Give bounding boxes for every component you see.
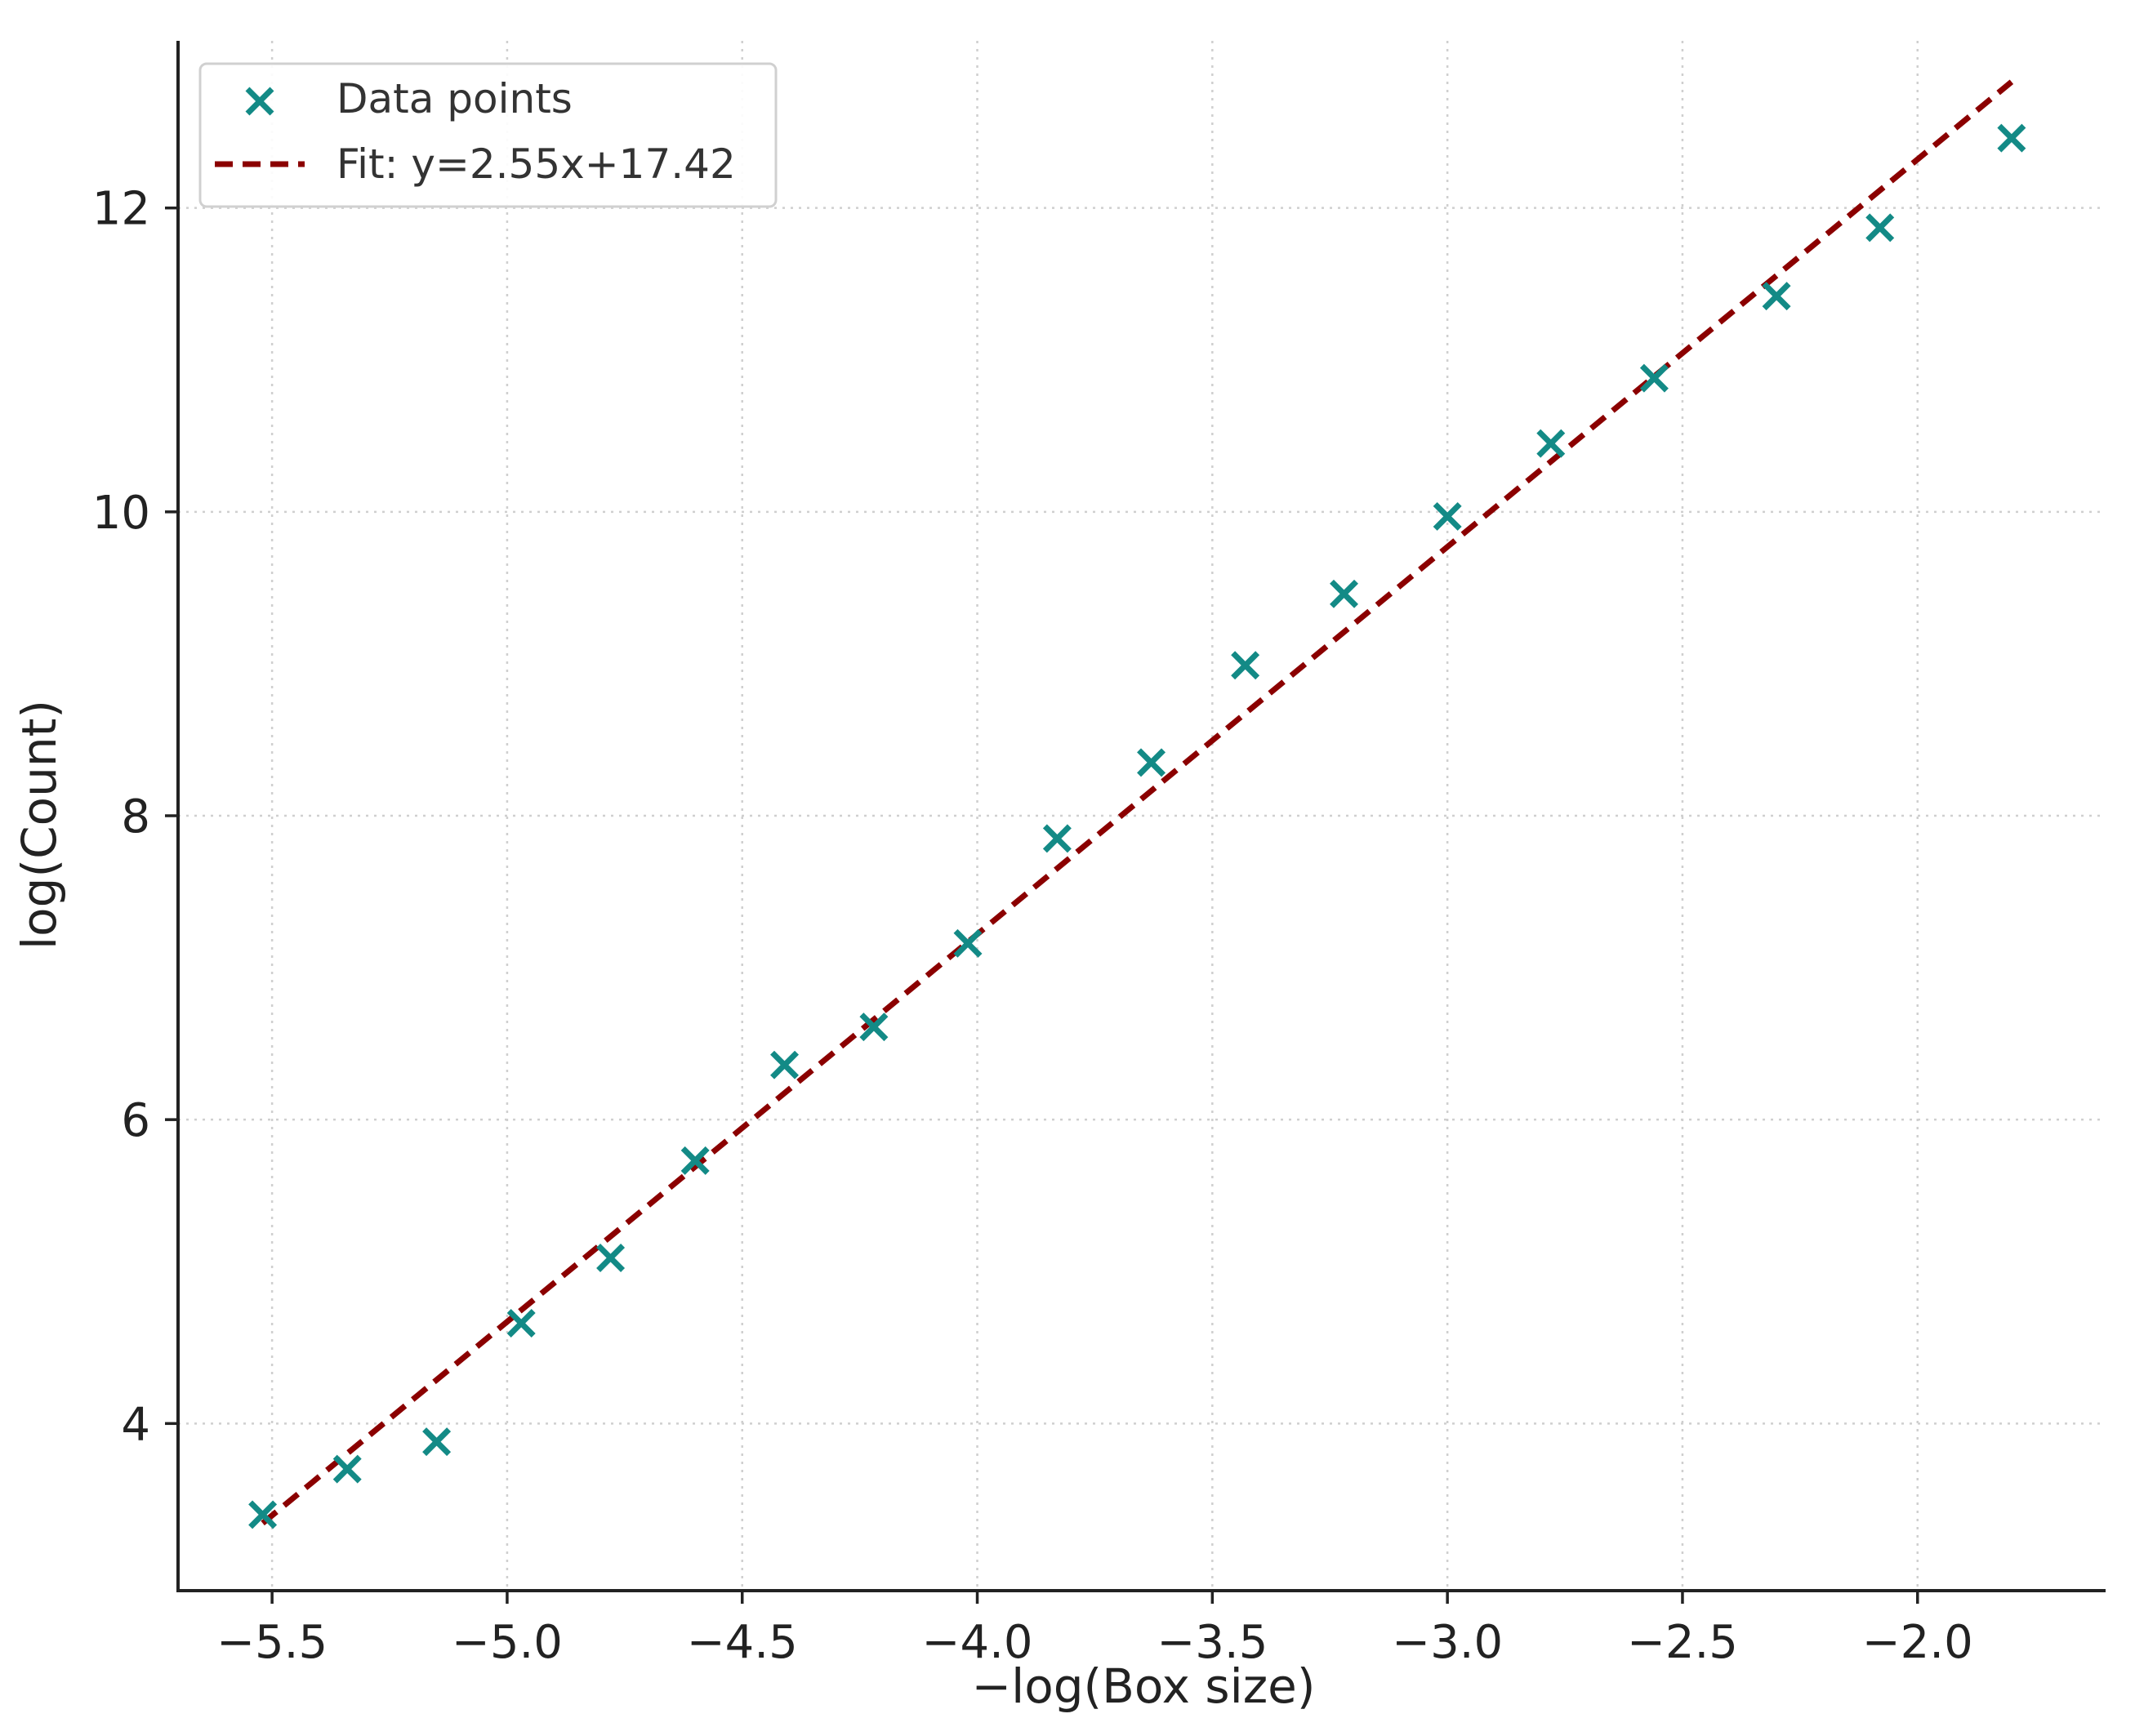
legend: Data points Fit: y=2.55x+17.42	[198, 62, 778, 208]
x-tick-label: −4.5	[687, 1616, 798, 1669]
data-point	[859, 1013, 889, 1042]
y-tick-label: 4	[121, 1398, 150, 1451]
x-tick-label: −5.0	[452, 1616, 563, 1669]
x-tick-label: −3.5	[1157, 1616, 1268, 1669]
grid-lines	[178, 41, 2106, 1591]
data-point	[596, 1244, 626, 1272]
fit-line	[261, 79, 2014, 1526]
y-axis-ticks: 4 6 8 10 12	[92, 183, 178, 1451]
data-points-layer	[248, 123, 2026, 1529]
legend-label-data-points: Data points	[337, 75, 573, 122]
x-axis-label: −log(Box size)	[972, 1658, 1316, 1714]
data-point	[1231, 651, 1260, 680]
data-point	[770, 1050, 800, 1079]
data-point	[1997, 123, 2026, 153]
data-point	[422, 1427, 452, 1457]
data-point	[248, 1500, 278, 1529]
x-tick-label: −5.5	[216, 1616, 328, 1669]
data-point	[680, 1146, 710, 1175]
legend-marker	[245, 87, 274, 116]
y-axis-label: log(Count)	[11, 700, 67, 950]
y-tick-label: 6	[121, 1094, 150, 1147]
data-point	[506, 1309, 536, 1338]
fit-line-layer	[261, 79, 2014, 1526]
x-tick-label: −2.0	[1862, 1616, 1973, 1669]
legend-x-marker-icon	[245, 87, 274, 116]
y-tick-label: 8	[121, 790, 150, 844]
data-point	[1639, 363, 1669, 393]
y-tick-label: 12	[92, 183, 150, 236]
x-tick-label: −3.0	[1392, 1616, 1503, 1669]
y-tick-label: 10	[92, 487, 150, 540]
data-point	[1137, 748, 1166, 777]
x-axis-ticks: −5.5 −5.0 −4.5 −4.0 −3.5 −3.0 −2.5 −2.0	[216, 1591, 1973, 1669]
legend-box	[198, 62, 778, 208]
data-point	[1865, 213, 1895, 243]
data-point	[1330, 579, 1358, 608]
data-point	[332, 1454, 362, 1484]
x-tick-label: −4.0	[922, 1616, 1033, 1669]
data-point	[1762, 282, 1791, 311]
data-point	[953, 928, 983, 958]
data-point	[1042, 824, 1072, 853]
x-tick-label: −2.5	[1627, 1616, 1738, 1669]
data-point	[1536, 429, 1566, 458]
data-point	[1433, 501, 1462, 531]
legend-label-fit: Fit: y=2.55x+17.42	[337, 140, 736, 188]
